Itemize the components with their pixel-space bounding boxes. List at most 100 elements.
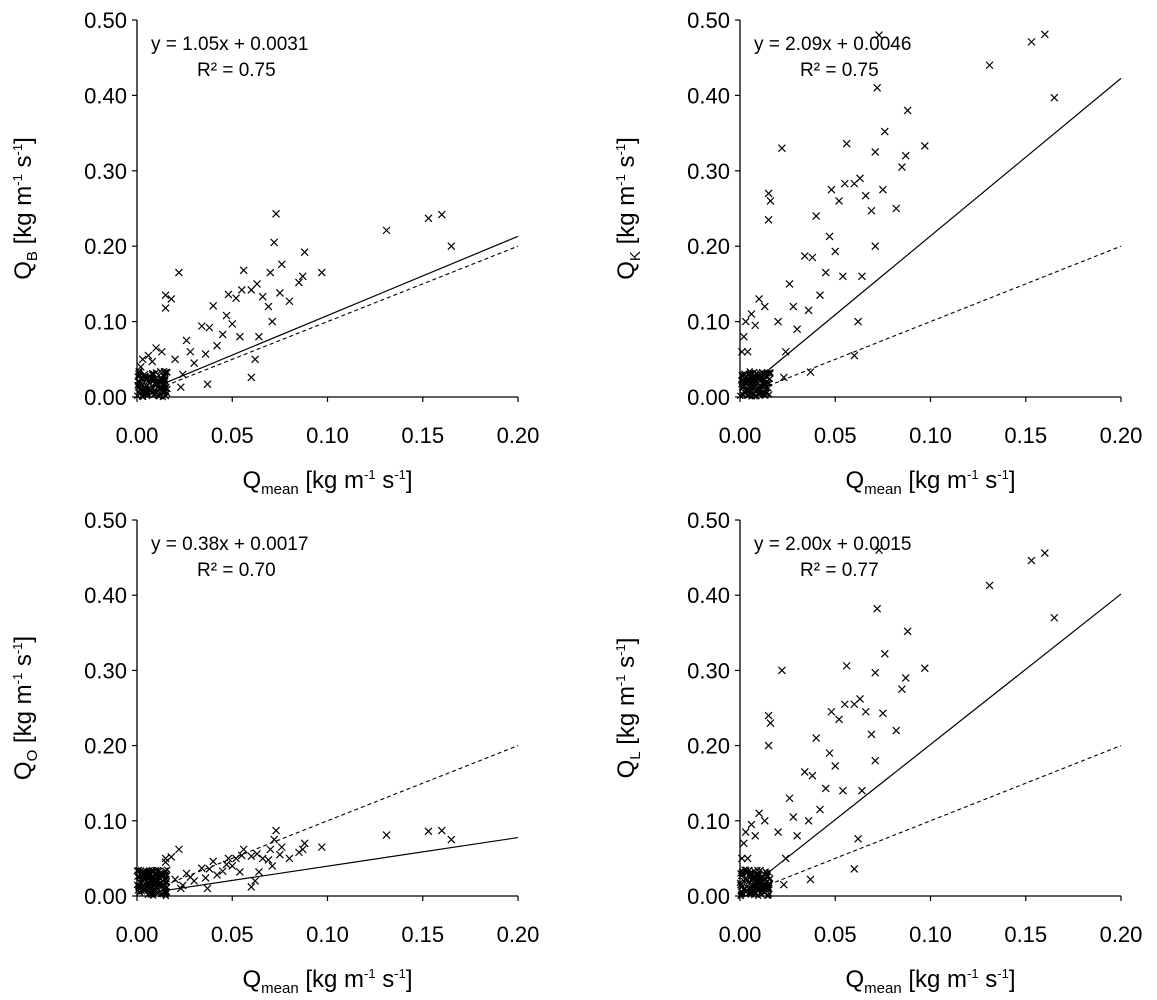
- x-axis-title-subscript: mean: [864, 481, 902, 498]
- data-point: [898, 685, 906, 694]
- data-point: [144, 874, 153, 882]
- data-point: [744, 392, 752, 399]
- data-point: [447, 242, 456, 251]
- y-axis-title-exponent: -1: [10, 643, 25, 655]
- data-point: [235, 332, 244, 341]
- regression-line: [768, 77, 1122, 371]
- data-point: [804, 816, 813, 825]
- data-point: [264, 302, 273, 311]
- data-point: [247, 373, 256, 382]
- data-point: [880, 127, 889, 136]
- data-point: [760, 816, 769, 825]
- data-point: [232, 854, 240, 863]
- data-point: [209, 857, 218, 866]
- x-axis-title-exponent: -1: [997, 966, 1009, 981]
- reference-line-1to1: [768, 745, 1122, 886]
- y-axis-title-unit: ]: [613, 137, 640, 144]
- data-point: [850, 351, 859, 360]
- x-tick-label: 0.05: [211, 922, 254, 947]
- x-axis-title: Qmean [kg m-1 s-1]: [845, 966, 1015, 997]
- x-axis-title-unit: s: [979, 467, 998, 494]
- regression-equation: y = 0.38x + 0.0017: [151, 534, 308, 555]
- data-point: [197, 864, 206, 873]
- data-point: [1050, 93, 1059, 102]
- data-point: [136, 386, 144, 394]
- data-point: [285, 854, 294, 863]
- y-axis-title-subscript: L: [627, 751, 644, 759]
- data-point: [761, 885, 768, 892]
- x-tick-label: 0.00: [116, 922, 159, 947]
- data-point: [161, 854, 170, 863]
- data-point: [777, 666, 786, 675]
- data-point: [779, 373, 788, 382]
- data-point: [774, 828, 783, 837]
- data-point: [765, 379, 773, 387]
- data-point: [842, 661, 851, 670]
- data-point: [1027, 37, 1036, 46]
- x-tick-label: 0.10: [306, 922, 349, 947]
- data-point: [800, 252, 809, 260]
- data-point: [873, 604, 882, 613]
- x-tick-label: 0.05: [814, 922, 857, 947]
- data-point: [178, 370, 187, 379]
- x-tick-label: 0.20: [497, 922, 540, 947]
- data-point: [275, 289, 284, 297]
- data-point: [753, 871, 761, 879]
- data-point: [806, 875, 815, 884]
- data-point: [447, 835, 456, 844]
- data-point: [838, 272, 847, 281]
- data-point: [901, 673, 910, 682]
- data-point: [424, 827, 433, 836]
- x-axis-title-unit: s: [376, 467, 395, 494]
- x-tick-label: 0.00: [719, 423, 762, 448]
- data-point: [857, 272, 866, 281]
- x-axis-title-unit: [kg m: [902, 467, 967, 494]
- data-point: [201, 350, 210, 358]
- data-point: [148, 369, 156, 377]
- data-point: [203, 380, 212, 389]
- data-point: [317, 843, 326, 852]
- data-point: [235, 868, 244, 876]
- data-point: [878, 709, 887, 718]
- data-point: [741, 828, 750, 837]
- x-tick-label: 0.20: [1100, 423, 1143, 448]
- data-point: [898, 163, 906, 171]
- y-tick-label: 0.40: [687, 83, 730, 108]
- y-tick-label: 0.50: [84, 8, 127, 33]
- data-point: [1040, 30, 1049, 39]
- data-point: [892, 726, 901, 735]
- x-axis-title-symbol: Q: [845, 966, 864, 993]
- data-point: [161, 858, 170, 867]
- data-points: [737, 546, 1059, 889]
- y-tick-label: 0.20: [687, 734, 730, 759]
- regression-line: [165, 836, 519, 892]
- data-point: [174, 845, 183, 854]
- x-axis-title-exponent: -1: [394, 966, 406, 981]
- data-point: [875, 31, 883, 40]
- x-axis-title: Qmean [kg m-1 s-1]: [242, 467, 412, 498]
- data-point: [298, 272, 307, 281]
- x-axis-title-unit: s: [376, 966, 395, 993]
- data-point: [774, 317, 783, 326]
- r-squared-label: R² = 0.77: [800, 560, 879, 581]
- data-point: [268, 317, 277, 326]
- data-point: [254, 332, 263, 341]
- x-axis-title: Qmean [kg m-1 s-1]: [242, 966, 412, 997]
- y-axis-title-subscript: B: [24, 251, 41, 261]
- y-axis-title-unit: s: [613, 155, 640, 174]
- data-point: [741, 317, 750, 326]
- data-point: [161, 377, 169, 385]
- data-point: [222, 311, 231, 320]
- data-point: [157, 347, 166, 356]
- data-point: [277, 843, 286, 852]
- data-point: [143, 386, 151, 394]
- data-point: [162, 889, 170, 897]
- data-point: [754, 877, 762, 885]
- data-point: [920, 141, 929, 150]
- data-point: [144, 351, 153, 360]
- data-point: [239, 266, 248, 275]
- y-tick-label: 0.20: [84, 734, 127, 759]
- data-point: [785, 794, 794, 803]
- scatter-panel-bottom-right: 0.00 0.10 0.20 0.30 0.40 0.50 0.00 0.05 0.10 0.15…: [613, 508, 1142, 997]
